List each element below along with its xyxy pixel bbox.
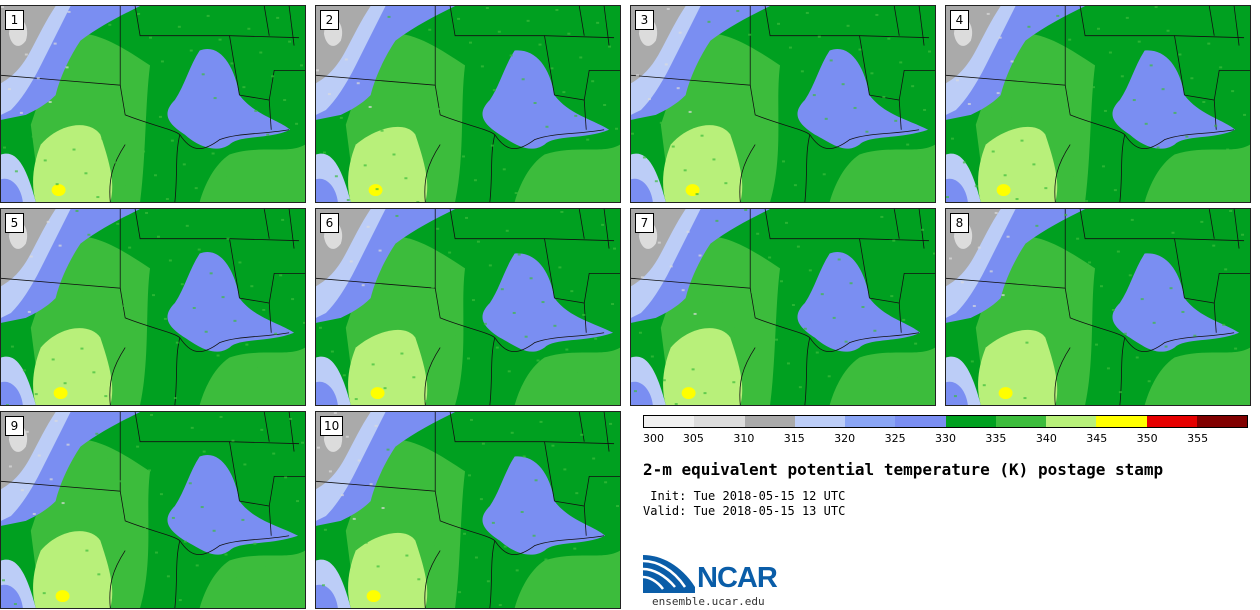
colorbar-segment xyxy=(945,416,996,427)
colorbar-tick-label: 325 xyxy=(884,432,906,445)
theta-e-map xyxy=(1,6,305,202)
member-label: 10 xyxy=(320,416,344,436)
theta-e-map xyxy=(631,209,935,405)
colorbar-segment xyxy=(845,416,896,427)
init-time: Init: Tue 2018-05-15 12 UTC xyxy=(643,489,846,503)
theta-e-map xyxy=(946,6,1250,202)
colorbar-segment xyxy=(694,416,745,427)
figure-title: 2-m equivalent potential temperature (K)… xyxy=(643,460,1164,479)
member-panel-5: 5 xyxy=(0,208,306,406)
theta-e-map xyxy=(1,209,305,405)
member-label: 4 xyxy=(950,10,969,30)
member-label: 6 xyxy=(320,213,339,233)
member-label: 1 xyxy=(5,10,24,30)
colorbar-segment xyxy=(1196,416,1247,427)
colorbar xyxy=(643,415,1248,428)
theta-e-map xyxy=(316,209,620,405)
member-label: 7 xyxy=(635,213,654,233)
valid-time: Valid: Tue 2018-05-15 13 UTC xyxy=(643,504,846,518)
colorbar-tick-label: 310 xyxy=(733,432,755,445)
ncar-logo-text: NCAR xyxy=(697,562,778,594)
colorbar-tick-label: 305 xyxy=(682,432,704,445)
member-label: 3 xyxy=(635,10,654,30)
member-label: 9 xyxy=(5,416,24,436)
colorbar-ticks: 300 305 310 315 320 325 330 335 340 345 350 355 xyxy=(643,432,1248,448)
member-panel-10: 10 xyxy=(315,411,621,609)
colorbar-segment xyxy=(644,416,695,427)
colorbar-segment xyxy=(1096,416,1147,427)
theta-e-map xyxy=(946,209,1250,405)
colorbar-tick-label: 340 xyxy=(1035,432,1057,445)
site-url: ensemble.ucar.edu xyxy=(652,595,765,608)
member-label: 2 xyxy=(320,10,339,30)
theta-e-map xyxy=(1,412,305,608)
member-panel-9: 9 xyxy=(0,411,306,609)
colorbar-tick-label: 330 xyxy=(935,432,956,445)
colorbar-tick-label: 335 xyxy=(985,432,1007,445)
theta-e-map xyxy=(631,6,935,202)
member-panel-2: 2 xyxy=(315,5,621,203)
theta-e-map xyxy=(316,6,620,202)
colorbar-tick-label: 350 xyxy=(1136,432,1158,445)
colorbar-tick-label: 300 xyxy=(643,432,664,445)
member-label: 8 xyxy=(950,213,969,233)
member-panel-3: 3 xyxy=(630,5,936,203)
theta-e-map xyxy=(316,412,620,608)
ncar-logo-icon xyxy=(643,555,695,593)
colorbar-tick-label: 315 xyxy=(783,432,805,445)
member-label: 5 xyxy=(5,213,24,233)
member-panel-4: 4 xyxy=(945,5,1251,203)
colorbar-segment xyxy=(1046,416,1097,427)
colorbar-tick-label: 345 xyxy=(1086,432,1108,445)
member-panel-7: 7 xyxy=(630,208,936,406)
colorbar-tick-label: 355 xyxy=(1187,432,1209,445)
colorbar-tick-label: 320 xyxy=(834,432,856,445)
colorbar-segment xyxy=(895,416,946,427)
colorbar-segment xyxy=(995,416,1046,427)
member-panel-6: 6 xyxy=(315,208,621,406)
member-panel-1: 1 xyxy=(0,5,306,203)
colorbar-segment xyxy=(744,416,795,427)
member-panel-8: 8 xyxy=(945,208,1251,406)
colorbar-segment xyxy=(1146,416,1197,427)
colorbar-segment xyxy=(794,416,845,427)
